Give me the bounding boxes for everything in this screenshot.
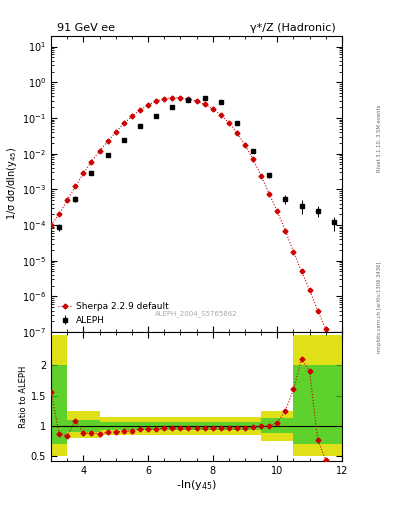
Sherpa 2.2.9 default	[259, 173, 263, 179]
Sherpa 2.2.9 default	[73, 183, 78, 189]
Sherpa 2.2.9 default	[210, 105, 215, 112]
Sherpa 2.2.9 default	[121, 120, 126, 126]
Bar	[67, 420, 99, 432]
Sherpa 2.2.9 default	[323, 326, 328, 332]
Sherpa 2.2.9 default	[49, 222, 53, 228]
Bar	[261, 411, 294, 441]
Sherpa 2.2.9 default	[315, 308, 320, 314]
Sherpa 2.2.9 default	[299, 268, 304, 274]
Sherpa 2.2.9 default	[275, 208, 280, 215]
Sherpa 2.2.9 default	[251, 156, 255, 162]
Sherpa 2.2.9 default	[194, 98, 199, 104]
Sherpa 2.2.9 default	[89, 159, 94, 165]
Y-axis label: Ratio to ALEPH: Ratio to ALEPH	[19, 365, 28, 428]
Sherpa 2.2.9 default	[130, 113, 134, 119]
Sherpa 2.2.9 default	[81, 170, 86, 177]
Sherpa 2.2.9 default	[226, 120, 231, 126]
Sherpa 2.2.9 default	[331, 343, 336, 349]
Sherpa 2.2.9 default	[113, 129, 118, 135]
Sherpa 2.2.9 default	[340, 365, 344, 371]
Text: Rivet 3.1.10, 3.5M events: Rivet 3.1.10, 3.5M events	[377, 104, 382, 172]
Text: γ*/Z (Hadronic): γ*/Z (Hadronic)	[250, 23, 336, 33]
Y-axis label: 1/σ dσ/dln(y$_{45}$): 1/σ dσ/dln(y$_{45}$)	[5, 147, 19, 221]
Sherpa 2.2.9 default	[267, 190, 272, 197]
Sherpa 2.2.9 default	[242, 142, 247, 148]
Text: mcplots.cern.ch [arXiv:1306.3436]: mcplots.cern.ch [arXiv:1306.3436]	[377, 262, 382, 353]
Bar	[294, 335, 342, 456]
Sherpa 2.2.9 default	[154, 98, 158, 104]
Sherpa 2.2.9 default	[186, 96, 191, 102]
Sherpa 2.2.9 default	[105, 138, 110, 144]
Sherpa 2.2.9 default	[283, 227, 288, 233]
Bar	[294, 365, 342, 444]
Sherpa 2.2.9 default	[307, 287, 312, 293]
Text: 91 GeV ee: 91 GeV ee	[57, 23, 115, 33]
Bar	[67, 411, 99, 438]
Sherpa 2.2.9 default	[178, 95, 183, 101]
Sherpa 2.2.9 default	[219, 112, 223, 118]
Sherpa 2.2.9 default	[65, 197, 70, 203]
Sherpa 2.2.9 default	[138, 107, 142, 113]
Sherpa 2.2.9 default	[162, 96, 167, 102]
X-axis label: -ln(y$_{45}$): -ln(y$_{45}$)	[176, 478, 217, 493]
Legend: Sherpa 2.2.9 default, ALEPH: Sherpa 2.2.9 default, ALEPH	[55, 300, 172, 328]
Sherpa 2.2.9 default	[291, 248, 296, 254]
Sherpa 2.2.9 default	[202, 101, 207, 108]
Sherpa 2.2.9 default	[170, 95, 174, 101]
Sherpa 2.2.9 default	[57, 211, 62, 217]
Bar	[99, 417, 261, 435]
Sherpa 2.2.9 default	[97, 148, 102, 154]
Text: ALEPH_2004_S5765862: ALEPH_2004_S5765862	[155, 310, 238, 317]
Bar	[51, 335, 67, 456]
Line: Sherpa 2.2.9 default: Sherpa 2.2.9 default	[50, 96, 343, 370]
Sherpa 2.2.9 default	[235, 130, 239, 136]
Bar	[99, 421, 261, 430]
Bar	[51, 365, 67, 444]
Bar	[261, 418, 294, 433]
Sherpa 2.2.9 default	[146, 102, 151, 108]
